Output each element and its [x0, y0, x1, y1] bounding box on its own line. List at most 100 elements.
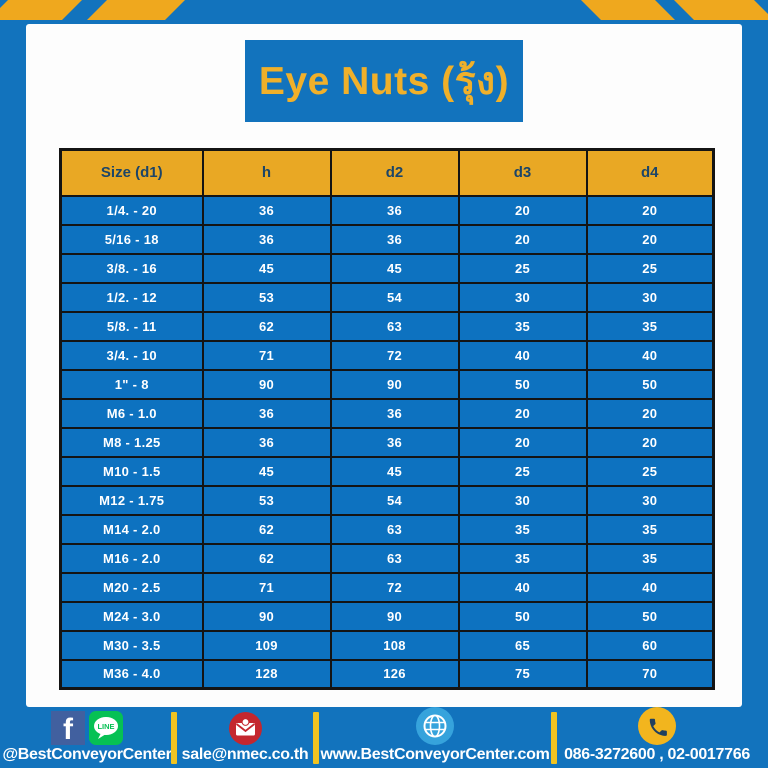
value-cell: 128 [201, 658, 332, 690]
value-cell: 36 [329, 194, 460, 226]
phone-numbers[interactable]: 086-3272600 , 02-0017766 [564, 746, 750, 763]
value-cell: 20 [585, 194, 715, 226]
value-cell: 20 [585, 426, 715, 458]
value-cell: 50 [457, 600, 588, 632]
value-cell: 53 [201, 281, 332, 313]
size-cell: M30 - 3.5 [59, 629, 204, 661]
size-cell: M36 - 4.0 [59, 658, 204, 690]
value-cell: 36 [201, 194, 332, 226]
size-cell: M10 - 1.5 [59, 455, 204, 487]
size-cell: M16 - 2.0 [59, 542, 204, 574]
value-cell: 63 [329, 542, 460, 574]
table-row: M30 - 3.5 109 108 65 60 [59, 629, 715, 661]
phone-icon[interactable] [638, 707, 676, 745]
value-cell: 60 [585, 629, 715, 661]
value-cell: 35 [585, 513, 715, 545]
value-cell: 30 [457, 484, 588, 516]
table-row: M14 - 2.0 62 63 35 35 [59, 513, 715, 545]
value-cell: 36 [329, 397, 460, 429]
value-cell: 36 [201, 223, 332, 255]
table-row: 3/8. - 16 45 45 25 25 [59, 252, 715, 284]
value-cell: 45 [201, 455, 332, 487]
footer-social-group: f LINE @BestConveyorCenter [2, 707, 172, 768]
value-cell: 25 [585, 252, 715, 284]
value-cell: 54 [329, 281, 460, 313]
facebook-letter: f [63, 713, 73, 746]
col-header-size: Size (d1) [59, 148, 204, 197]
table-row: 5/8. - 11 62 63 35 35 [59, 310, 715, 342]
table-row: M20 - 2.5 71 72 40 40 [59, 571, 715, 603]
value-cell: 90 [329, 600, 460, 632]
table-row: M36 - 4.0 128 126 75 70 [59, 658, 715, 690]
value-cell: 54 [329, 484, 460, 516]
size-cell: M8 - 1.25 [59, 426, 204, 458]
line-icon[interactable]: LINE [89, 711, 123, 745]
top-decoration [0, 0, 768, 20]
footer-phone-group: 086-3272600 , 02-0017766 [557, 707, 757, 768]
table-header-row: Size (d1) h d2 d3 d4 [59, 148, 715, 197]
value-cell: 20 [585, 223, 715, 255]
value-cell: 35 [585, 310, 715, 342]
value-cell: 90 [201, 368, 332, 400]
value-cell: 75 [457, 658, 588, 690]
value-cell: 20 [457, 426, 588, 458]
value-cell: 25 [457, 252, 588, 284]
value-cell: 62 [201, 542, 332, 574]
value-cell: 90 [201, 600, 332, 632]
value-cell: 50 [585, 600, 715, 632]
table-row: 1/4. - 20 36 36 20 20 [59, 194, 715, 226]
spec-table: Size (d1) h d2 d3 d4 1/4. - 20 36 36 20 20 5/… [59, 148, 715, 690]
value-cell: 36 [201, 426, 332, 458]
value-cell: 63 [329, 310, 460, 342]
footer-email-group: sale@nmec.co.th [177, 707, 313, 768]
size-cell: 1/4. - 20 [59, 194, 204, 226]
table-row: 5/16 - 18 36 36 20 20 [59, 223, 715, 255]
col-header-d3: d3 [457, 148, 588, 197]
value-cell: 45 [329, 455, 460, 487]
value-cell: 30 [585, 281, 715, 313]
size-cell: M24 - 3.0 [59, 600, 204, 632]
table-row: M12 - 1.75 53 54 30 30 [59, 484, 715, 516]
decor-stripe [581, 0, 675, 20]
value-cell: 126 [329, 658, 460, 690]
value-cell: 45 [201, 252, 332, 284]
line-icon-text: LINE [97, 722, 114, 731]
size-cell: M14 - 2.0 [59, 513, 204, 545]
value-cell: 36 [329, 223, 460, 255]
table-row: M6 - 1.0 36 36 20 20 [59, 397, 715, 429]
footer-divider [313, 711, 319, 764]
value-cell: 70 [585, 658, 715, 690]
website-url[interactable]: www.BestConveyorCenter.com [320, 746, 550, 763]
size-cell: 3/8. - 16 [59, 252, 204, 284]
decor-stripe [87, 0, 185, 20]
table-row: M10 - 1.5 45 45 25 25 [59, 455, 715, 487]
col-header-h: h [201, 148, 332, 197]
size-cell: 3/4. - 10 [59, 339, 204, 371]
footer-bar: f LINE @BestConveyorCenter sale@nmec.co.… [0, 707, 768, 768]
value-cell: 36 [329, 426, 460, 458]
footer-divider [171, 711, 177, 764]
value-cell: 90 [329, 368, 460, 400]
decor-stripe [0, 0, 82, 20]
footer-divider [551, 711, 557, 764]
table-row: 1" - 8 90 90 50 50 [59, 368, 715, 400]
value-cell: 25 [585, 455, 715, 487]
value-cell: 40 [585, 339, 715, 371]
value-cell: 109 [201, 629, 332, 661]
value-cell: 62 [201, 310, 332, 342]
value-cell: 30 [457, 281, 588, 313]
social-icons-row: f LINE [51, 711, 123, 745]
content-card: Eye Nuts (รุ้ง) Size (d1) h d2 d3 d4 1/4… [26, 24, 742, 707]
social-handle[interactable]: @BestConveyorCenter [2, 746, 172, 763]
size-cell: M12 - 1.75 [59, 484, 204, 516]
value-cell: 20 [457, 194, 588, 226]
value-cell: 20 [457, 223, 588, 255]
value-cell: 71 [201, 339, 332, 371]
email-icon[interactable] [228, 712, 262, 745]
value-cell: 53 [201, 484, 332, 516]
email-address[interactable]: sale@nmec.co.th [181, 746, 309, 763]
size-cell: M20 - 2.5 [59, 571, 204, 603]
size-cell: M6 - 1.0 [59, 397, 204, 429]
facebook-icon[interactable]: f [51, 711, 85, 745]
globe-icon[interactable] [416, 707, 454, 745]
